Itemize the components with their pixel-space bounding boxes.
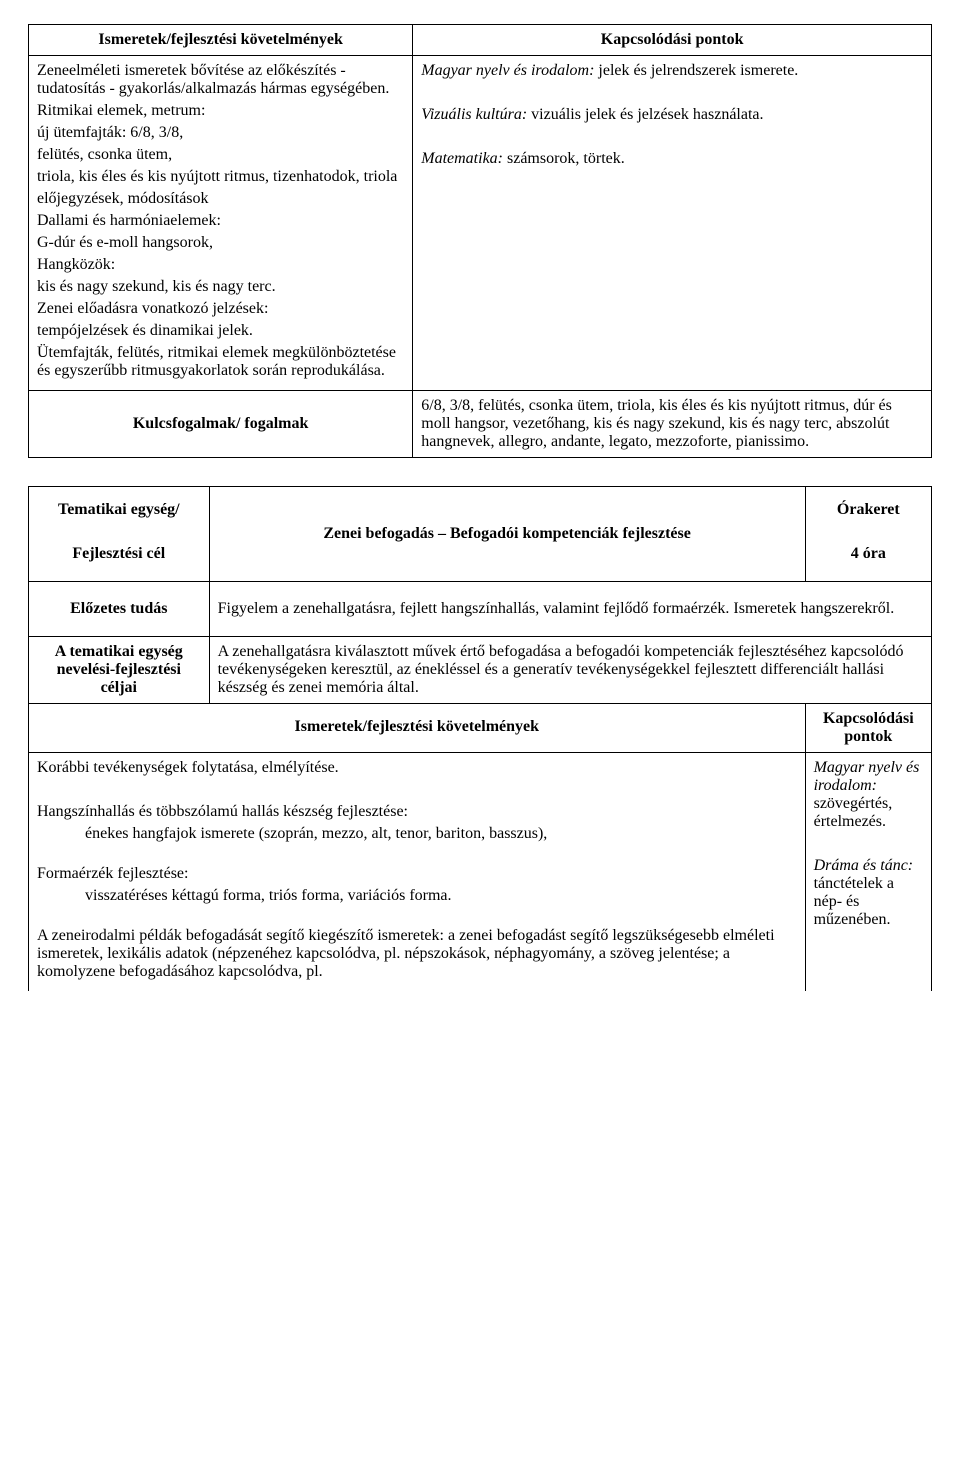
table-row: Korábbi tevékenységek folytatása, elmély… — [29, 753, 932, 992]
link-desc: szövegértés, értelmezés. — [814, 795, 893, 830]
cell-links-body: Magyar nyelv és irodalom: szövegértés, é… — [805, 753, 931, 992]
body-text: felütés, csonka ütem, — [37, 146, 404, 164]
body-text: Hangközök: — [37, 256, 404, 274]
body-text: Zeneelméleti ismeretek bővítése az előké… — [37, 62, 404, 98]
link-desc: tánctételek a nép- és műzenében. — [814, 875, 894, 928]
body-text: G-dúr és e-moll hangsorok, — [37, 234, 404, 252]
col-header-requirements: Ismeretek/fejlesztési követelmények — [29, 25, 413, 56]
cell-goals-text: A zenehallgatásra kiválasztott művek ért… — [209, 637, 931, 704]
table-row: Kulcsfogalmak/ fogalmak 6/8, 3/8, felüté… — [29, 391, 932, 458]
label-line: Tematikai egység/ — [37, 501, 201, 519]
cell-requirements-body: Zeneelméleti ismeretek bővítése az előké… — [29, 56, 413, 391]
cell-prior-knowledge-text: Figyelem a zenehallgatásra, fejlett hang… — [209, 582, 931, 637]
cell-key-concepts-text: 6/8, 3/8, felütés, csonka ütem, triola, … — [413, 391, 932, 458]
link-desc: vizuális jelek és jelzések használata. — [527, 106, 763, 123]
body-text: tempójelzések és dinamikai jelek. — [37, 322, 404, 340]
body-text: Ritmikai elemek, metrum: — [37, 102, 404, 120]
body-text: Zenei előadásra vonatkozó jelzések: — [37, 300, 404, 318]
cell-links-body: Magyar nyelv és irodalom: jelek és jelre… — [413, 56, 932, 391]
cell-timeframe: Órakeret 4 óra — [805, 487, 931, 582]
body-text: A zeneirodalmi példák befogadását segítő… — [37, 927, 797, 981]
cell-requirements-body: Korábbi tevékenységek folytatása, elmély… — [29, 753, 806, 992]
body-text: Dallami és harmóniaelemek: — [37, 212, 404, 230]
link-item: Matematika: számsorok, törtek. — [421, 150, 923, 168]
table-requirements-2: Tematikai egység/ Fejlesztési cél Zenei … — [28, 486, 932, 991]
body-text: Formaérzék fejlesztése: — [37, 865, 797, 883]
link-item: Dráma és tánc: tánctételek a nép- és műz… — [814, 857, 923, 929]
body-text: Ütemfajták, felütés, ritmikai elemek meg… — [37, 344, 404, 380]
table-row: Ismeretek/fejlesztési követelmények Kapc… — [29, 704, 932, 753]
col-header-links: Kapcsolódási pontok — [805, 704, 931, 753]
table-row: Ismeretek/fejlesztési követelmények Kapc… — [29, 25, 932, 56]
table-row: Tematikai egység/ Fejlesztési cél Zenei … — [29, 487, 932, 582]
link-subject: Magyar nyelv és irodalom: — [421, 62, 594, 79]
link-item: Magyar nyelv és irodalom: jelek és jelre… — [421, 62, 923, 80]
link-item: Magyar nyelv és irodalom: szövegértés, é… — [814, 759, 923, 831]
label-line: Fejlesztési cél — [37, 545, 201, 563]
col-header-links: Kapcsolódási pontok — [413, 25, 932, 56]
body-text: triola, kis éles és kis nyújtott ritmus,… — [37, 168, 404, 186]
cell-goals-label: A tematikai egység nevelési-fejlesztési … — [29, 637, 210, 704]
body-text-indent: visszatéréses kéttagú forma, triós forma… — [37, 887, 797, 905]
link-item: Vizuális kultúra: vizuális jelek és jelz… — [421, 106, 923, 124]
table-row: A tematikai egység nevelési-fejlesztési … — [29, 637, 932, 704]
body-text: új ütemfajták: 6/8, 3/8, — [37, 124, 404, 142]
body-text: kis és nagy szekund, kis és nagy terc. — [37, 278, 404, 296]
timeframe-label: Órakeret — [814, 501, 923, 519]
link-subject: Matematika: — [421, 150, 503, 167]
body-text: Hangszínhallás és többszólamú hallás kés… — [37, 803, 797, 821]
body-text: Korábbi tevékenységek folytatása, elmély… — [37, 759, 797, 777]
cell-thematic-unit-title: Zenei befogadás – Befogadói kompetenciák… — [209, 487, 805, 582]
link-subject: Dráma és tánc: — [814, 857, 914, 874]
body-text: előjegyzések, módosítások — [37, 190, 404, 208]
cell-key-concepts-label: Kulcsfogalmak/ fogalmak — [29, 391, 413, 458]
link-desc: jelek és jelrendszerek ismerete. — [594, 62, 798, 79]
cell-prior-knowledge-label: Előzetes tudás — [29, 582, 210, 637]
col-header-requirements: Ismeretek/fejlesztési követelmények — [29, 704, 806, 753]
link-desc: számsorok, törtek. — [503, 150, 625, 167]
body-text-indent: énekes hangfajok ismerete (szoprán, mezz… — [37, 825, 797, 843]
cell-thematic-unit-label: Tematikai egység/ Fejlesztési cél — [29, 487, 210, 582]
timeframe-value: 4 óra — [814, 545, 923, 563]
link-subject: Magyar nyelv és irodalom: — [814, 759, 920, 794]
table-requirements-1: Ismeretek/fejlesztési követelmények Kapc… — [28, 24, 932, 458]
table-row: Zeneelméleti ismeretek bővítése az előké… — [29, 56, 932, 391]
link-subject: Vizuális kultúra: — [421, 106, 527, 123]
table-row: Előzetes tudás Figyelem a zenehallgatásr… — [29, 582, 932, 637]
